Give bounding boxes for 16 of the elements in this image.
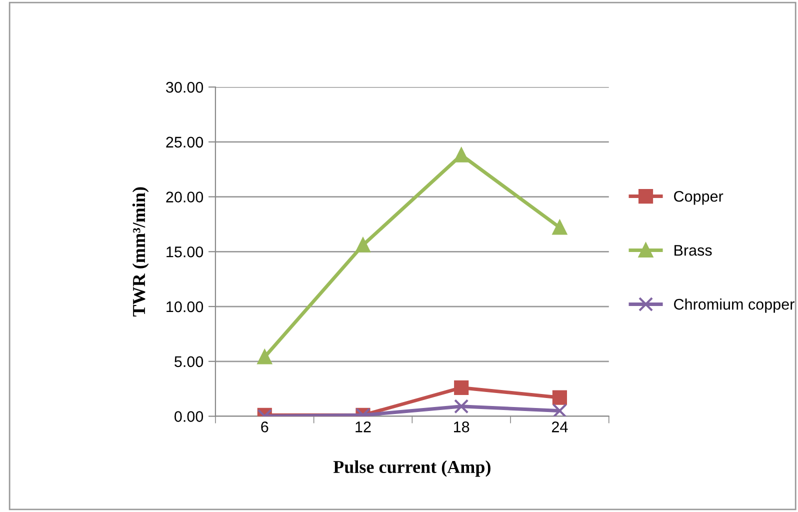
x-axis-title: Pulse current (Amp) <box>333 460 490 477</box>
y-axis-title: TWR (mm³/min) <box>132 187 149 317</box>
y-tick-label: 15.00 <box>166 246 204 258</box>
legend-label: Brass <box>674 245 712 256</box>
y-tick-label: 10.00 <box>166 301 204 312</box>
x-tick-label: 18 <box>454 422 470 432</box>
y-tick-label: 0.00 <box>174 411 204 422</box>
x-tick-label: 12 <box>356 422 371 432</box>
y-tick-label: 30.00 <box>166 82 204 93</box>
y-tick-label: 5.00 <box>174 356 204 368</box>
legend-label: Copper <box>674 190 724 205</box>
y-tick-label: 25.00 <box>166 136 204 148</box>
y-tick-label: 20.00 <box>166 192 204 202</box>
legend-label: Chromium copper <box>674 298 794 313</box>
x-tick-label: 6 <box>261 422 268 432</box>
x-tick-label: 24 <box>552 422 568 432</box>
